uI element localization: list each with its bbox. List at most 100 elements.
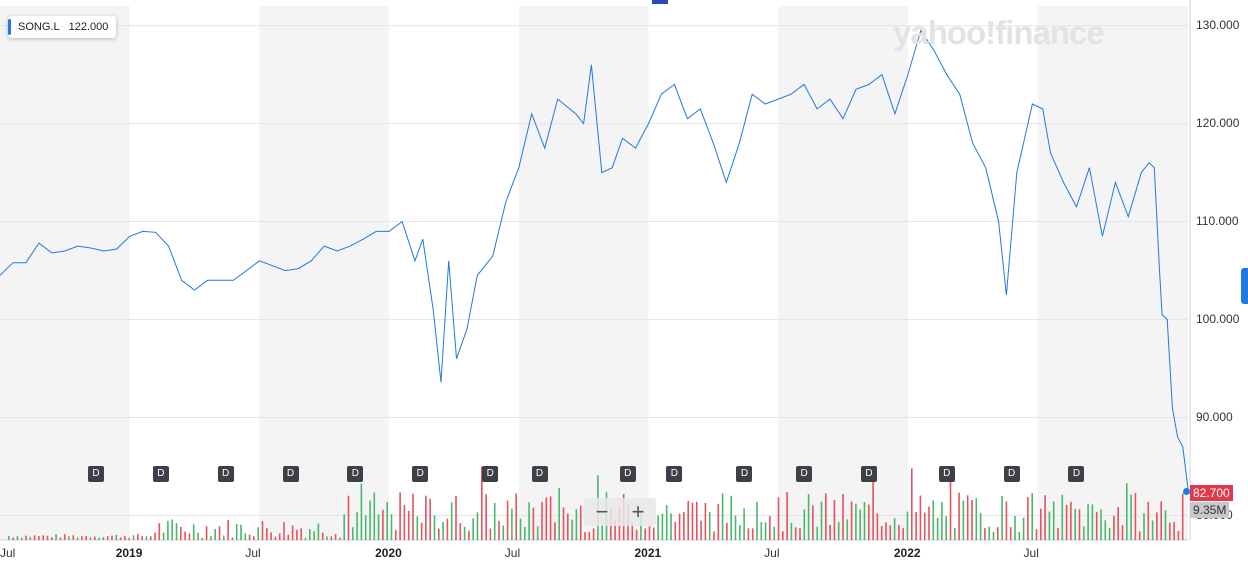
dividend-marker[interactable]: D	[87, 466, 104, 482]
volume-bar	[708, 512, 711, 540]
x-tick-label: 2020	[375, 546, 402, 560]
volume-bar	[12, 537, 14, 540]
volume-bar	[111, 535, 113, 540]
volume-bar	[450, 502, 453, 540]
shade-band	[1037, 6, 1188, 540]
volume-bar	[1104, 520, 1107, 540]
volume-bar	[201, 537, 204, 540]
volume-bar	[278, 533, 281, 540]
shade-band	[518, 6, 649, 540]
volume-bar	[601, 525, 603, 540]
volume-bar	[429, 498, 431, 540]
volume-bar	[515, 493, 517, 540]
volume-bar	[979, 513, 982, 540]
volume-bar	[481, 466, 483, 540]
volume-bar	[1113, 515, 1115, 540]
dividend-marker[interactable]: D	[531, 466, 548, 482]
volume-bar	[68, 536, 70, 540]
volume-bar	[1100, 509, 1102, 540]
volume-bar	[72, 535, 75, 540]
volume-bar	[386, 501, 388, 540]
dividend-marker[interactable]: D	[736, 466, 753, 482]
zoom-in-button[interactable]: +	[631, 499, 645, 524]
volume-bar	[1074, 508, 1076, 540]
dividend-marker[interactable]: D	[152, 466, 169, 482]
volume-bar	[106, 536, 109, 540]
zoom-out-button[interactable]: −	[595, 499, 609, 524]
volume-bar	[197, 532, 199, 540]
volume-bar	[588, 531, 591, 540]
volume-bar	[545, 497, 548, 540]
volume-bar	[661, 513, 664, 540]
volume-bar	[1121, 525, 1124, 540]
volume-bar	[416, 516, 419, 540]
volume-bar	[274, 536, 277, 540]
volume-bar	[162, 532, 165, 540]
volume-bar	[876, 513, 879, 540]
dividend-marker[interactable]: D	[347, 466, 364, 482]
dividend-marker[interactable]: D	[938, 466, 955, 482]
volume-bar	[1083, 526, 1085, 540]
dividend-marker[interactable]: D	[796, 466, 813, 482]
volume-bar	[743, 508, 745, 540]
volume-bar	[253, 536, 255, 540]
volume-bar	[855, 503, 857, 540]
volume-bar	[1147, 501, 1150, 540]
volume-bar	[145, 536, 148, 540]
volume-bar	[59, 537, 62, 540]
volume-bar	[1027, 497, 1029, 540]
volume-bar	[992, 531, 995, 540]
dividend-marker[interactable]: D	[217, 466, 234, 482]
volume-bar	[863, 501, 866, 540]
volume-bar	[592, 528, 595, 540]
top-drag-handle[interactable]	[652, 0, 668, 4]
volume-bar	[498, 520, 500, 540]
dividend-marker[interactable]: D	[619, 466, 636, 482]
right-panel-toggle[interactable]	[1241, 268, 1248, 304]
volume-bar	[223, 535, 225, 540]
dividend-marker[interactable]: D	[482, 466, 499, 482]
volume-bar	[8, 536, 10, 540]
volume-bar	[485, 494, 487, 540]
volume-bar	[528, 502, 530, 540]
volume-bar	[493, 503, 496, 540]
dividend-marker[interactable]: D	[860, 466, 877, 482]
volume-bar	[1018, 531, 1021, 540]
dividend-marker[interactable]: D	[412, 466, 429, 482]
volume-bar	[713, 531, 715, 540]
volume-bar	[266, 528, 268, 540]
volume-bar	[1061, 494, 1064, 540]
volume-bar	[575, 509, 578, 540]
volume-bar	[38, 536, 40, 540]
volume-bar	[261, 521, 264, 540]
x-tick-label: Jul	[1023, 546, 1039, 560]
volume-bar	[158, 523, 161, 540]
volume-bar	[115, 534, 118, 540]
volume-bar	[20, 537, 23, 540]
volume-bar	[313, 531, 315, 540]
volume-bar	[893, 518, 896, 540]
volume-bar	[906, 511, 909, 540]
volume-bar	[769, 516, 771, 540]
volume-bar	[524, 527, 526, 540]
volume-bar	[326, 536, 328, 540]
dividend-marker[interactable]: D	[1003, 466, 1020, 482]
dividend-marker[interactable]: D	[666, 466, 683, 482]
volume-bar	[726, 522, 728, 540]
volume-bar	[463, 526, 466, 540]
volume-bar	[919, 495, 922, 540]
volume-bar	[235, 523, 238, 540]
y-tick-label: 110.000	[1196, 213, 1239, 228]
volume-bar	[1134, 493, 1137, 540]
volume-bar	[459, 523, 462, 540]
dividend-marker[interactable]: D	[1068, 466, 1085, 482]
volume-bar	[807, 494, 810, 540]
volume-bar	[859, 509, 861, 540]
volume-bar	[928, 506, 930, 540]
x-tick-label: Jul	[504, 546, 521, 560]
volume-bar	[309, 528, 311, 540]
dividend-marker[interactable]: D	[282, 466, 299, 482]
volume-bar	[283, 522, 285, 540]
volume-bar	[149, 536, 152, 540]
